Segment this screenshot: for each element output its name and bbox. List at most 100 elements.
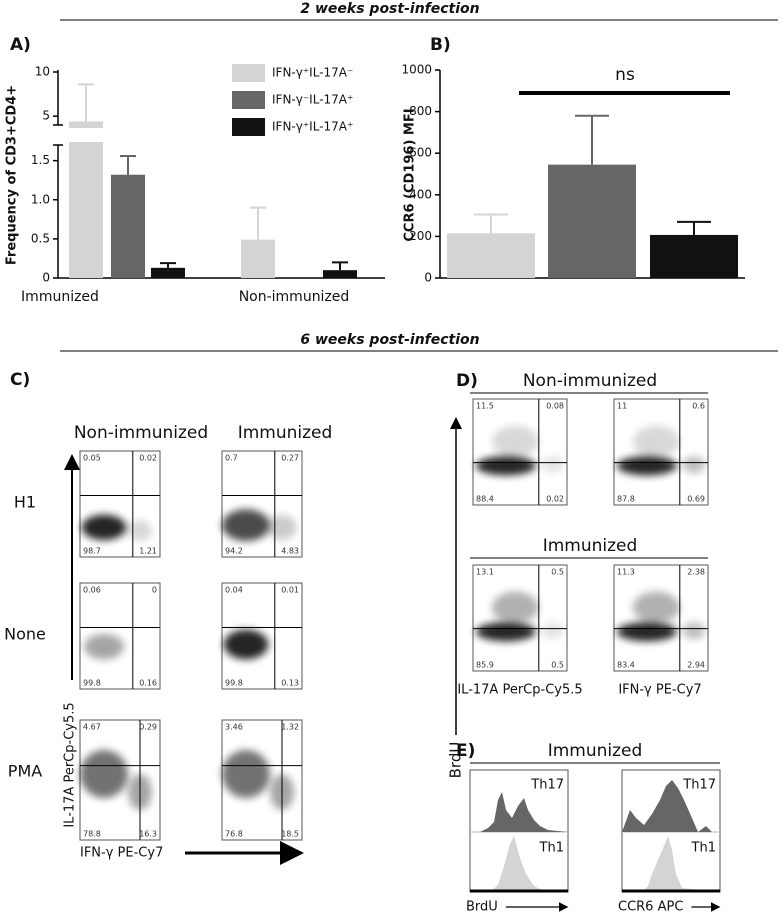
quadrant-value: 13.1	[476, 568, 494, 577]
quadrant-value: 18.5	[281, 830, 299, 839]
quadrant-value: 11.5	[476, 402, 494, 411]
quadrant-value: 0.08	[546, 402, 564, 411]
cell-density	[475, 622, 536, 642]
quadrant-value: 78.8	[83, 830, 101, 839]
quadrant-value: 85.9	[476, 661, 494, 670]
cell-density	[491, 425, 539, 458]
cell-density	[81, 514, 127, 541]
flow-plot: 3.46 1.32 76.8 18.5	[221, 719, 303, 841]
x-axis-label: IFN-γ PE-Cy7	[618, 683, 701, 698]
error-bar	[78, 83, 94, 122]
legend-swatch	[232, 118, 265, 136]
x-tick-label: Immunized	[21, 289, 99, 305]
cell-density	[541, 622, 565, 640]
flow-plot: 4.67 0.29 78.8 16.3	[79, 719, 161, 841]
quadrant-value: 1.32	[281, 723, 299, 732]
y-tick-label: 800	[409, 104, 432, 118]
track-label: Th17	[530, 778, 564, 793]
cell-density	[541, 456, 565, 474]
y-tick-label: 5	[42, 109, 50, 123]
panel-label: E)	[456, 741, 475, 761]
row-label: None	[4, 625, 46, 644]
bar	[650, 234, 738, 278]
quadrant-value: 0.7	[225, 454, 238, 463]
significance-label: ns	[615, 65, 635, 85]
cell-density	[84, 633, 124, 660]
plot-frame	[221, 450, 303, 558]
track-label: Th1	[691, 841, 716, 856]
quadrant-value: 0.29	[139, 723, 157, 732]
panel-label: D)	[456, 371, 478, 391]
quadrant-value: 76.8	[225, 830, 243, 839]
bar	[323, 270, 357, 278]
quadrant-value: 0.06	[83, 586, 101, 595]
error-bar	[575, 114, 609, 165]
flow-plot: 0.06 0 99.8 0.16	[79, 582, 161, 690]
y-axis-label: Frequency of CD3+CD4+	[5, 85, 20, 265]
flow-plot: 11.3 2.38 83.4 2.94	[613, 564, 709, 672]
quadrant-value: 4.83	[281, 547, 299, 556]
group-header: Immunized	[548, 741, 643, 761]
cell-density	[128, 519, 152, 542]
plot-frame	[79, 450, 161, 558]
y-tick-label: 1000	[401, 63, 432, 77]
y-tick-label: 1.5	[31, 153, 50, 167]
error-bar	[332, 261, 348, 271]
cell-density	[682, 622, 706, 640]
quadrant-value: 0.04	[225, 586, 243, 595]
histogram	[470, 792, 568, 832]
section-header: 6 weeks post-infection	[300, 332, 479, 348]
quadrant-value: 11	[617, 402, 627, 411]
legend-label: IFN-γ⁺IL-17A⁻	[272, 66, 353, 80]
quadrant-value: 16.3	[139, 830, 157, 839]
bar	[151, 267, 185, 278]
cell-density	[222, 509, 270, 542]
error-bar	[474, 213, 508, 234]
cell-density	[491, 591, 539, 624]
x-axis-label: CCR6 APC	[618, 900, 683, 915]
cell-density	[475, 456, 536, 476]
y-tick-label: 0	[42, 271, 50, 285]
quadrant-value: 1.21	[139, 547, 157, 556]
quadrant-value: 0	[152, 586, 157, 595]
cell-density	[616, 456, 677, 476]
panel-label: B)	[430, 35, 451, 55]
break-gap	[68, 128, 104, 142]
legend-swatch	[232, 64, 265, 82]
quadrant-value: 0.6	[692, 402, 705, 411]
y-tick-label: 0.5	[31, 231, 50, 245]
track-label: Th17	[682, 778, 716, 793]
panel-label: C)	[10, 370, 30, 390]
cell-density	[632, 425, 680, 458]
quadrant-value: 2.94	[687, 661, 705, 670]
y-axis-label: CCR6 (CD196) MFI	[403, 108, 418, 241]
quadrant-value: 0.5	[551, 661, 564, 670]
y-tick-label: 200	[409, 229, 432, 243]
error-bar	[120, 154, 136, 175]
bar	[111, 174, 145, 278]
row-label: PMA	[8, 762, 42, 781]
column-header: Non-immunized	[74, 423, 208, 443]
quadrant-value: 99.8	[225, 679, 243, 688]
row-label: H1	[14, 493, 36, 512]
histogram	[470, 836, 568, 892]
histogram	[622, 780, 720, 832]
y-tick-label: 400	[409, 187, 432, 201]
cell-density	[80, 750, 128, 798]
flow-plot: 0.7 0.27 94.2 4.83	[221, 450, 303, 558]
y-tick-label: 600	[409, 146, 432, 160]
y-tick-label: 0	[424, 271, 432, 285]
quadrant-value: 11.3	[617, 568, 635, 577]
flow-plot: 11.5 0.08 88.4 0.02	[472, 398, 568, 506]
quadrant-value: 0.02	[546, 495, 564, 504]
quadrant-value: 94.2	[225, 547, 243, 556]
quadrant-value: 0.5	[551, 568, 564, 577]
flow-plot: 11 0.6 87.8 0.69	[613, 398, 709, 506]
flow-plot: 13.1 0.5 85.9 0.5	[472, 564, 568, 672]
legend-swatch	[232, 91, 265, 109]
plot-frame	[79, 582, 161, 690]
quadrant-value: 98.7	[83, 547, 101, 556]
quadrant-value: 83.4	[617, 661, 635, 670]
